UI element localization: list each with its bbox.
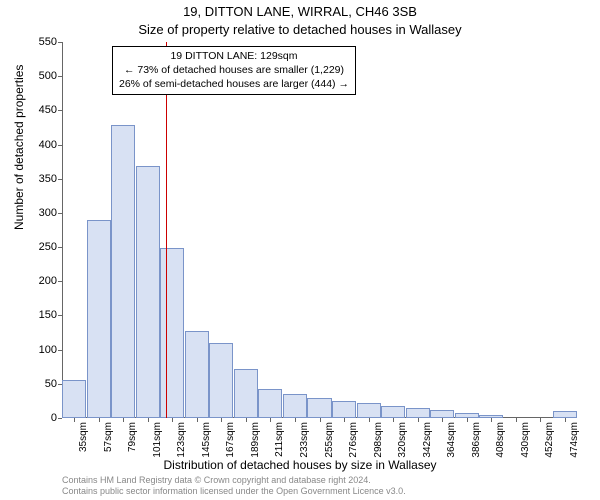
histogram-bar (430, 410, 454, 418)
histogram-bar (406, 408, 430, 418)
histogram-bar (62, 380, 86, 418)
histogram-bar (357, 403, 381, 418)
histogram-bar (209, 343, 233, 418)
ytick-mark (58, 179, 62, 180)
histogram-bar (283, 394, 307, 418)
title-address: 19, DITTON LANE, WIRRAL, CH46 3SB (0, 4, 600, 19)
ytick-mark (58, 42, 62, 43)
xtick-mark (467, 418, 468, 422)
xtick-mark (172, 418, 173, 422)
xtick-mark (221, 418, 222, 422)
xtick-mark (369, 418, 370, 422)
xtick-mark (123, 418, 124, 422)
ytick-label: 50 (17, 378, 57, 390)
annotation-box: 19 DITTON LANE: 129sqm ← 73% of detached… (112, 46, 356, 95)
xtick-mark (516, 418, 517, 422)
ytick-label: 200 (17, 275, 57, 287)
histogram-bar (332, 401, 356, 418)
histogram-bar (185, 331, 209, 419)
xtick-mark (148, 418, 149, 422)
ytick-mark (58, 350, 62, 351)
histogram-bar (258, 389, 282, 418)
ytick-mark (58, 110, 62, 111)
ytick-mark (58, 76, 62, 77)
histogram-bar (307, 398, 331, 419)
y-axis-line (62, 42, 63, 418)
xtick-mark (491, 418, 492, 422)
ytick-mark (58, 247, 62, 248)
xtick-mark (344, 418, 345, 422)
plot-area: 05010015020025030035040045050055035sqm57… (62, 42, 577, 418)
annotation-line-1: 19 DITTON LANE: 129sqm (119, 49, 349, 63)
xtick-mark (540, 418, 541, 422)
footer-line-2: Contains public sector information licen… (62, 486, 406, 497)
ytick-label: 0 (17, 412, 57, 424)
ytick-label: 400 (17, 139, 57, 151)
xtick-mark (418, 418, 419, 422)
xtick-mark (295, 418, 296, 422)
ytick-mark (58, 315, 62, 316)
x-axis-label: Distribution of detached houses by size … (0, 458, 600, 472)
histogram-bar (111, 125, 135, 418)
xtick-mark (270, 418, 271, 422)
histogram-bar (553, 411, 577, 418)
histogram-bar (381, 406, 405, 418)
ytick-mark (58, 418, 62, 419)
xtick-mark (246, 418, 247, 422)
property-marker-line (166, 42, 167, 418)
xtick-mark (565, 418, 566, 422)
xtick-mark (393, 418, 394, 422)
annotation-line-3: 26% of semi-detached houses are larger (… (119, 77, 349, 91)
xtick-mark (74, 418, 75, 422)
ytick-label: 250 (17, 241, 57, 253)
histogram-bar (87, 220, 111, 418)
histogram-bar (136, 166, 160, 418)
footer-attribution: Contains HM Land Registry data © Crown c… (62, 475, 406, 497)
ytick-label: 100 (17, 344, 57, 356)
histogram-bar (234, 369, 258, 418)
ytick-label: 500 (17, 70, 57, 82)
footer-line-1: Contains HM Land Registry data © Crown c… (62, 475, 406, 486)
ytick-label: 450 (17, 104, 57, 116)
ytick-label: 350 (17, 173, 57, 185)
histogram-bar (160, 248, 184, 418)
xtick-mark (99, 418, 100, 422)
ytick-mark (58, 145, 62, 146)
xtick-mark (197, 418, 198, 422)
xtick-mark (442, 418, 443, 422)
ytick-label: 300 (17, 207, 57, 219)
chart-container: 19, DITTON LANE, WIRRAL, CH46 3SB Size o… (0, 0, 600, 500)
annotation-line-2: ← 73% of detached houses are smaller (1,… (119, 63, 349, 77)
ytick-label: 550 (17, 36, 57, 48)
ytick-mark (58, 281, 62, 282)
ytick-label: 150 (17, 309, 57, 321)
xtick-mark (320, 418, 321, 422)
ytick-mark (58, 213, 62, 214)
title-subtitle: Size of property relative to detached ho… (0, 22, 600, 37)
